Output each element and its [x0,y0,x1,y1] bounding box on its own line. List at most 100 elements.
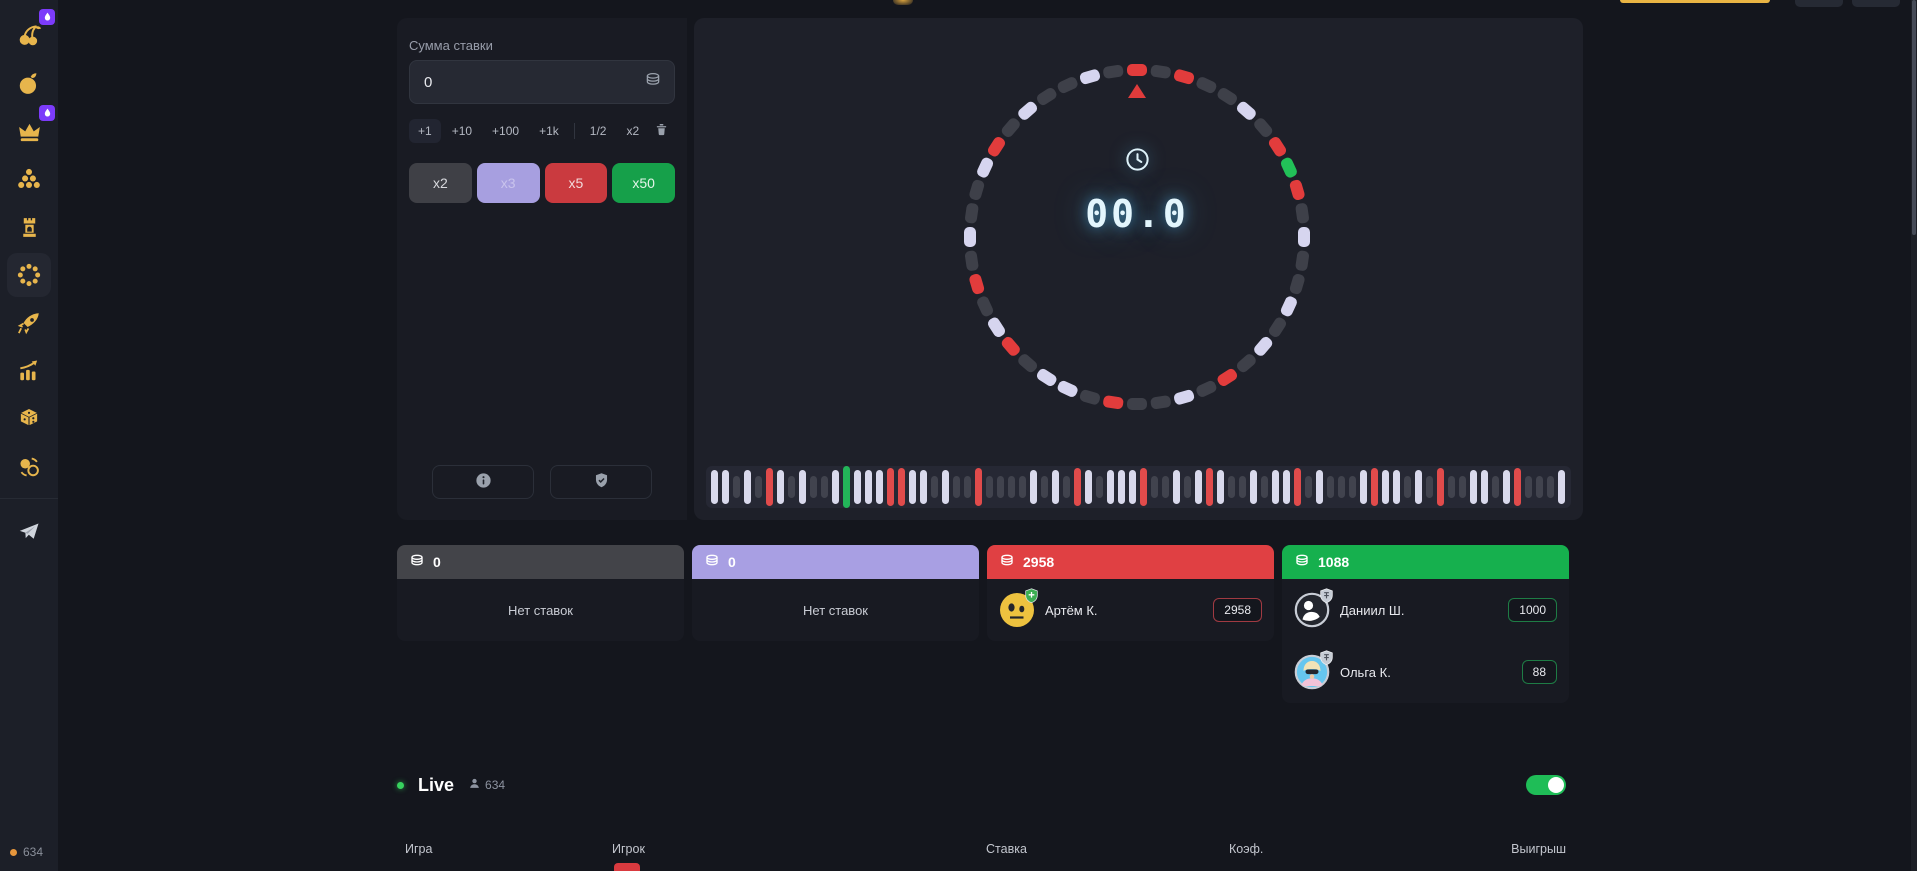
live-feed-toggle[interactable] [1526,775,1566,795]
history-bar [1118,470,1125,504]
history-bar [1294,468,1301,506]
double-bet-button[interactable]: x2 [617,119,648,143]
pool-player-row: Артём К. 2958 [987,579,1274,641]
sidebar-item-trading[interactable] [7,349,51,393]
history-bar [909,470,916,504]
pool-x3-header: 0 [692,545,979,579]
history-bar [1173,470,1180,504]
history-bar [821,476,828,498]
deposit-button-edge [1620,0,1770,3]
live-viewers-count: 634 [485,778,506,792]
clock-icon [1124,146,1151,178]
pool-x3-purple[interactable]: 0 Нет ставок [692,545,979,641]
wheel-segment [968,178,986,202]
wheel-segment [1016,99,1040,122]
wheel-segment [1035,86,1059,107]
scrollbar-thumb[interactable] [1912,0,1916,235]
silhouette-avatar [1294,588,1333,628]
pool-x5-red[interactable]: 2958 Артём К. 2958 [987,545,1274,641]
history-bar [1316,470,1323,504]
quick-add-10-button[interactable]: +10 [443,119,481,143]
pool-x2-gray[interactable]: 0 Нет ставок [397,545,684,641]
online-count: 634 [23,845,44,859]
sidebar-item-tower[interactable] [7,205,51,249]
history-bar [722,470,729,504]
woman-avatar [1294,650,1333,690]
history-bar [1019,476,1026,498]
timer-value: 00.0 [1085,192,1189,236]
player-bet-chip: 88 [1521,660,1557,684]
history-bar [953,476,960,498]
sidebar-item-plinko[interactable] [7,157,51,201]
bet-amount-label: Сумма ставки [409,38,493,53]
player-name: Даниил Ш. [1340,602,1405,618]
pool-x50-green[interactable]: 1088 Даниил Ш. 1000 [1282,545,1569,703]
online-dot-icon [10,848,17,856]
history-bar [1360,470,1367,504]
wheel-segment [1035,367,1059,388]
bet-x5-button[interactable]: x5 [544,163,608,203]
page-scrollbar[interactable] [1911,0,1917,871]
history-bar [1239,476,1246,498]
history-bar [1305,476,1312,498]
multiplier-bet-row: x2 x3 x5 x50 [409,163,675,203]
bet-x3-button[interactable]: x3 [476,163,540,203]
pool-x5-body: Артём К. 2958 [987,579,1274,641]
fairness-button[interactable] [550,465,652,499]
clear-bet-button[interactable] [650,120,673,142]
results-history-strip [706,466,1571,508]
history-bar [1074,468,1081,506]
header-pill [1795,0,1843,7]
quick-add-1-button[interactable]: +1 [409,119,441,143]
sidebar-item-crown[interactable] [7,105,55,153]
live-row-avatar-partial [614,863,640,871]
sidebar-item-dice[interactable] [7,397,51,441]
history-bar [1558,470,1565,504]
quick-add-100-button[interactable]: +100 [483,119,528,143]
sidebar-item-slots[interactable] [7,9,55,57]
green-shield-badge [1024,588,1039,609]
emoji-face-avatar [999,588,1038,628]
history-bar [1041,476,1048,498]
wheel-segment [999,334,1022,358]
wheel-panel: 00.0 [694,18,1583,520]
wheel-segment [1078,388,1102,406]
history-bar [1085,470,1092,504]
sidebar-divider [0,498,58,499]
sidebar-item-telegram[interactable] [7,510,51,554]
bet-x2-button[interactable]: x2 [409,163,472,203]
column-coef: Коэф. [1229,842,1264,856]
game-info-button[interactable] [432,465,534,499]
bet-x50-button[interactable]: x50 [612,163,675,203]
wheel-segment [1215,367,1239,388]
header-pill [1852,0,1900,7]
history-bar [997,476,1004,498]
column-player: Игрок [612,842,645,856]
wheel-segment [1267,135,1288,159]
coins-icon [999,553,1015,572]
bet-amount-input[interactable] [422,72,644,92]
quick-add-1k-button[interactable]: +1k [530,119,568,143]
wheel-segment [1056,75,1080,95]
history-bar [777,470,784,504]
history-bar [799,470,806,504]
history-bar [1129,470,1136,504]
wheel-segment [1279,156,1299,180]
history-bar [1063,476,1070,498]
history-bar [1327,476,1334,498]
sidebar-item-fruit[interactable] [7,61,51,105]
person-icon [468,777,481,793]
sidebar-item-wheel[interactable] [7,253,51,297]
sidebar-item-coinflip[interactable] [7,445,51,489]
coins-icon [704,553,720,572]
history-bar [1547,476,1554,498]
player-bet-chip: 1000 [1508,598,1557,622]
history-bar [975,468,982,506]
pool-x50-body: Даниил Ш. 1000 Ольга К. 88 [1282,579,1569,703]
wheel-segment [1252,334,1275,358]
pool-total: 0 [433,554,441,570]
online-counter: 634 [10,845,43,859]
half-bet-button[interactable]: 1/2 [581,119,616,143]
pool-player-row: Ольга К. 88 [1282,641,1569,703]
sidebar-item-crash[interactable] [7,301,51,345]
